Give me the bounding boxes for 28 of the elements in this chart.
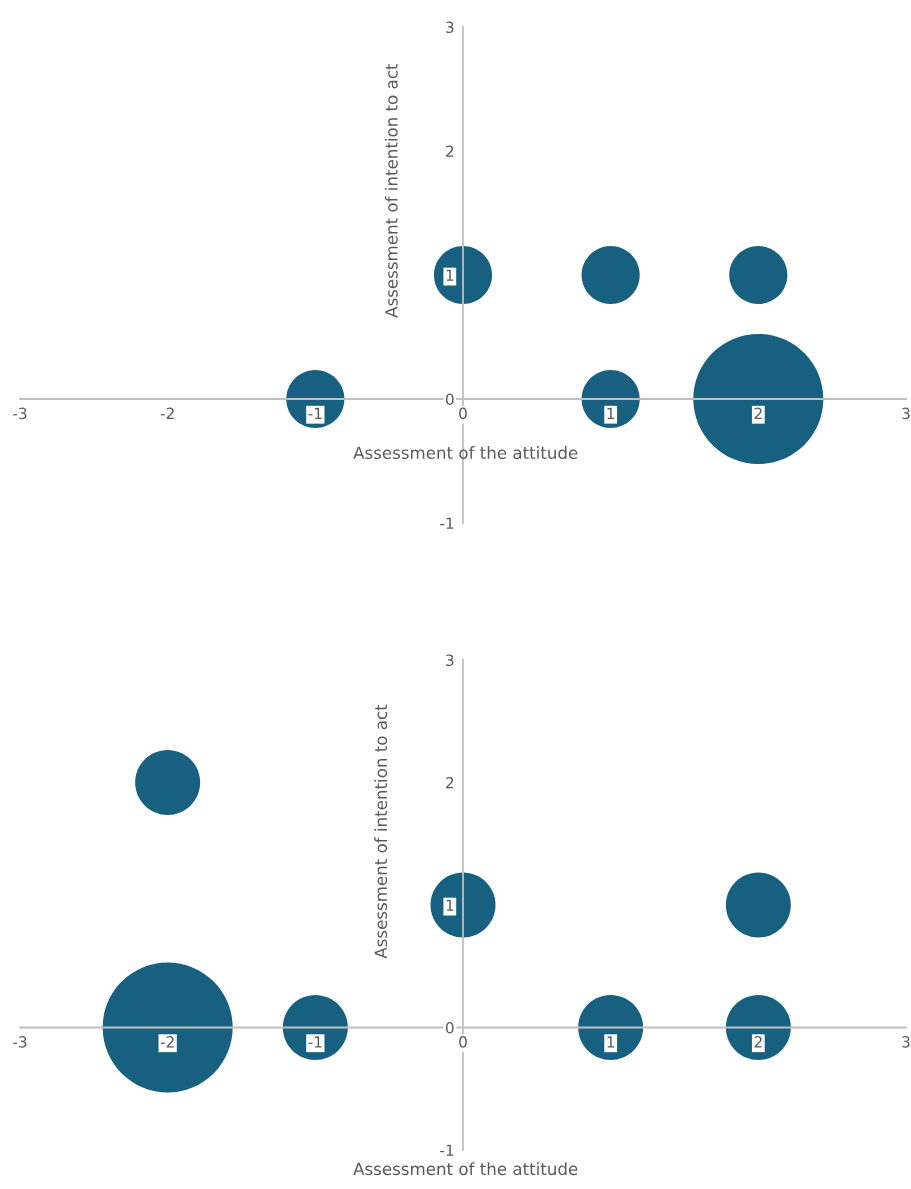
y-tick-label: 3 xyxy=(446,654,454,667)
x-tick-label: -1 xyxy=(308,407,322,419)
y-tick-label: 0 xyxy=(445,393,454,406)
x-tick-label: -2 xyxy=(160,1036,174,1048)
y-axis-title: Assessment of intention to act xyxy=(374,704,388,959)
y-tick-label: 1 xyxy=(446,899,454,911)
x-tick-label: 2 xyxy=(754,1036,762,1048)
y-tick-label: 3 xyxy=(446,21,454,34)
y-tick-label: 2 xyxy=(446,776,454,789)
x-tick-label: -3 xyxy=(13,1036,27,1048)
x-tick-label: -1 xyxy=(308,1036,322,1048)
x-tick-label: 0 xyxy=(459,1036,467,1048)
x-tick-label: 3 xyxy=(902,407,910,420)
y-tick-label: 0 xyxy=(445,1021,454,1034)
x-tick-label: 3 xyxy=(902,1036,910,1048)
x-axis-title: Assessment of the attitude xyxy=(353,446,578,460)
y-tick-label: -1 xyxy=(440,1144,454,1156)
x-tick-label: -3 xyxy=(13,407,27,420)
x-tick-label: -2 xyxy=(160,407,174,419)
x-tick-label: 1 xyxy=(607,1036,615,1048)
y-tick-label: 1 xyxy=(446,269,454,281)
y-tick-label: 2 xyxy=(446,145,454,157)
x-tick-label: 2 xyxy=(754,407,762,419)
x-tick-label: 1 xyxy=(607,407,615,419)
y-axis-title: Assessment of intention to act xyxy=(384,63,398,318)
x-axis-title: Assessment of the attitude xyxy=(353,1162,578,1176)
x-tick-label: 0 xyxy=(459,407,467,420)
y-tick-label: -1 xyxy=(440,517,454,529)
